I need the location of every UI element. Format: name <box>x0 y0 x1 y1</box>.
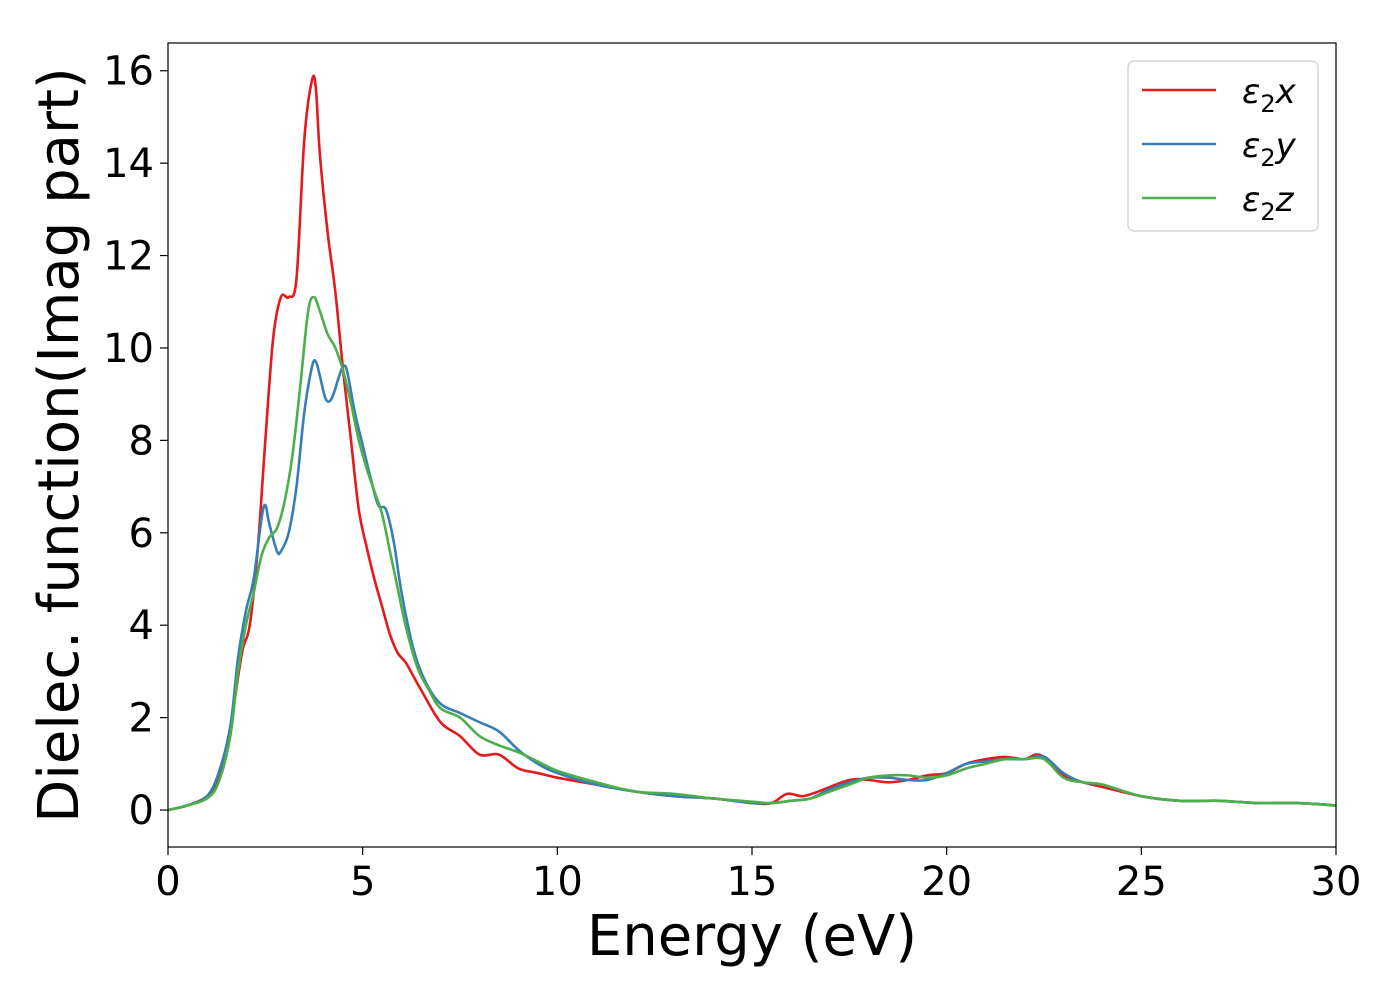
legend-entry-label: ε2x <box>1242 72 1297 118</box>
x-axis-ticks: 0 5 10 15 20 25 30 <box>155 847 1361 905</box>
legend-symbol: ε <box>1242 126 1260 166</box>
y-axis-label: Dielec. function(Imag part) <box>27 67 92 823</box>
series-line-z <box>167 295 1337 812</box>
legend-box <box>1127 60 1319 232</box>
legend-variable: x <box>1275 72 1297 112</box>
x-axis-label: Energy (eV) <box>587 904 917 969</box>
y-tick-label: 16 <box>103 49 154 95</box>
legend-subscript: 2 <box>1260 90 1275 118</box>
x-tick-label: 15 <box>727 859 778 905</box>
legend-entry-label: ε2z <box>1242 180 1295 226</box>
y-axis-ticks: 0 2 4 6 8 10 12 14 16 <box>103 49 168 834</box>
y-tick-label: 6 <box>129 511 154 557</box>
legend-subscript: 2 <box>1260 198 1275 226</box>
y-tick-label: 10 <box>103 326 154 372</box>
y-tick-label: 2 <box>129 696 154 742</box>
legend-symbol: ε <box>1242 72 1260 112</box>
legend-variable: z <box>1275 180 1295 220</box>
y-tick-label: 12 <box>103 234 154 280</box>
x-tick-label: 25 <box>1116 859 1167 905</box>
legend-symbol: ε <box>1242 180 1260 220</box>
x-tick-label: 10 <box>532 859 583 905</box>
legend-variable: y <box>1275 126 1297 166</box>
x-tick-label: 5 <box>350 859 375 905</box>
plot-lines <box>167 74 1337 812</box>
y-tick-label: 14 <box>103 141 154 187</box>
x-tick-label: 0 <box>155 859 180 905</box>
legend-entry-label: ε2y <box>1242 126 1297 172</box>
legend-subscript: 2 <box>1260 144 1275 172</box>
y-tick-label: 4 <box>129 603 154 649</box>
y-tick-label: 8 <box>129 418 154 464</box>
x-tick-label: 20 <box>921 859 972 905</box>
y-tick-label: 0 <box>129 788 154 834</box>
x-tick-label: 30 <box>1311 859 1362 905</box>
